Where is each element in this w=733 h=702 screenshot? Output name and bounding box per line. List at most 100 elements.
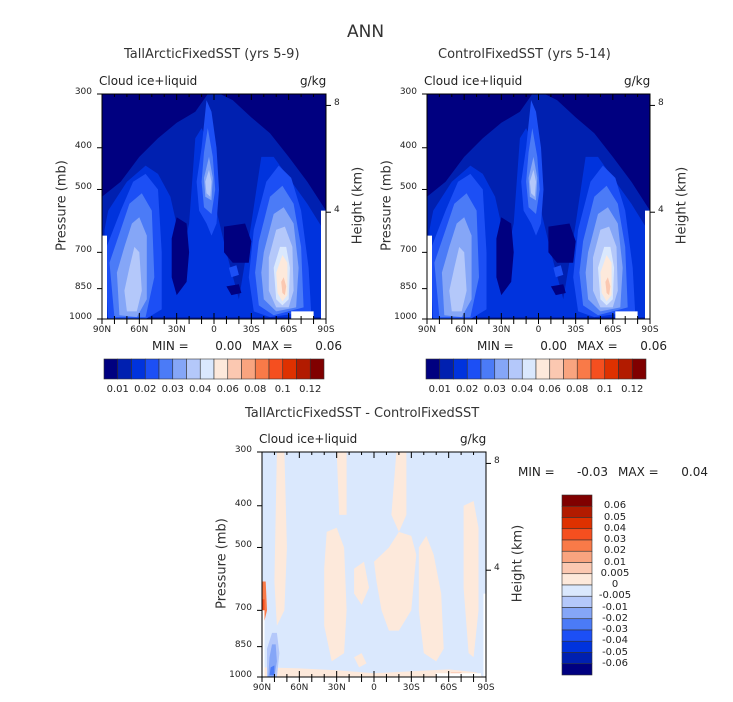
x-tick-label: 90N bbox=[417, 325, 437, 335]
colorbar-label: -0.04 bbox=[602, 635, 628, 647]
min-label: MIN = bbox=[477, 339, 514, 353]
x-tick-label: 30N bbox=[167, 325, 186, 335]
y-tick-label: 500 bbox=[74, 182, 92, 193]
y-tick-label: 700 bbox=[74, 245, 92, 256]
panel-2-variable-label: Cloud ice+liquid bbox=[424, 74, 523, 88]
x-tick-label: 30S bbox=[402, 683, 420, 693]
colorbar-label: 0.01 bbox=[428, 384, 451, 395]
colorbar-label: -0.05 bbox=[602, 646, 628, 658]
x-tick-label: 90S bbox=[317, 325, 335, 335]
panel-2-units-label: g/kg bbox=[624, 74, 651, 88]
contour-region bbox=[496, 217, 514, 296]
x-tick-label: 30S bbox=[242, 325, 260, 335]
missing-data-region bbox=[262, 610, 265, 677]
max-value: 0.06 bbox=[315, 339, 342, 353]
y-tick-label: 850 bbox=[399, 281, 417, 292]
max-value: 0.06 bbox=[640, 339, 667, 353]
y2-tick-label: 8 bbox=[658, 98, 664, 109]
colorbar-swatch bbox=[561, 640, 593, 653]
y-tick-label: 1000 bbox=[394, 312, 417, 322]
colorbar-swatch bbox=[561, 607, 593, 620]
y-tick-label: 400 bbox=[399, 140, 417, 151]
panel-2-title: ControlFixedSST (yrs 5-14) bbox=[438, 47, 611, 62]
y-tick-label: 700 bbox=[399, 245, 417, 256]
x-tick-label: 30N bbox=[492, 325, 511, 335]
y-tick-label: 850 bbox=[74, 281, 92, 292]
colorbar-swatch bbox=[561, 584, 593, 597]
colorbar-swatch bbox=[561, 562, 593, 575]
colorbar-label: 0.02 bbox=[134, 384, 157, 395]
contour-region bbox=[264, 667, 484, 677]
contour-region bbox=[529, 169, 536, 197]
colorbar-swatch bbox=[561, 505, 593, 518]
y-tick-label: 500 bbox=[399, 182, 417, 193]
contour-region bbox=[269, 665, 275, 676]
y-tick-label: 400 bbox=[74, 140, 92, 151]
panel-3-units-label: g/kg bbox=[460, 432, 487, 446]
colorbar-swatch bbox=[561, 573, 593, 586]
colorbar-label: 0.1 bbox=[596, 384, 613, 395]
contour-region bbox=[268, 644, 277, 677]
colorbar-swatch bbox=[561, 550, 593, 563]
x-tick-label: 60S bbox=[440, 683, 458, 693]
colorbar-swatch bbox=[561, 517, 593, 530]
contour-region bbox=[354, 561, 369, 605]
figure-title: ANN bbox=[347, 22, 385, 42]
colorbar-label: 0.03 bbox=[483, 384, 506, 395]
x-tick-label: 90S bbox=[641, 325, 659, 335]
colorbar-swatch bbox=[561, 663, 593, 676]
colorbar-swatch bbox=[561, 528, 593, 541]
colorbar-label: 0.12 bbox=[299, 384, 322, 395]
max-label: MAX = bbox=[252, 339, 293, 353]
y-tick-label: 850 bbox=[234, 639, 252, 650]
colorbar-label: 0.005 bbox=[600, 567, 630, 579]
missing-data-region bbox=[645, 210, 650, 319]
min-value: 0.00 bbox=[540, 339, 567, 353]
max-label: MAX = bbox=[577, 339, 618, 353]
contour-region bbox=[124, 246, 142, 312]
min-label: MIN = bbox=[152, 339, 189, 353]
contour-region bbox=[205, 169, 212, 197]
contour-region bbox=[281, 277, 287, 296]
colorbar-label: -0.06 bbox=[602, 657, 628, 669]
missing-data-region bbox=[321, 210, 326, 319]
x-tick-label: 90N bbox=[92, 325, 112, 335]
contour-region bbox=[324, 527, 347, 662]
colorbar-label: 0.06 bbox=[603, 500, 627, 512]
y2-tick-label: 8 bbox=[494, 456, 500, 467]
x-tick-label: 60S bbox=[604, 325, 622, 335]
missing-data-region bbox=[483, 593, 486, 677]
colorbar-label: 0.01 bbox=[603, 556, 627, 568]
colorbar-label: 0.02 bbox=[603, 545, 627, 557]
min-label: MIN = bbox=[518, 465, 555, 479]
contour-region bbox=[548, 223, 576, 263]
panel-3-title: TallArcticFixedSST - ControlFixedSST bbox=[245, 406, 480, 421]
x-tick-label: 0 bbox=[211, 325, 217, 335]
contour-region bbox=[374, 531, 417, 631]
missing-data-region bbox=[291, 311, 314, 319]
y-tick-label: 400 bbox=[234, 498, 252, 509]
y-tick-label: 700 bbox=[234, 603, 252, 614]
y-tick-label: 500 bbox=[234, 540, 252, 551]
colorbar-label: -0.02 bbox=[602, 612, 628, 624]
max-label: MAX = bbox=[618, 465, 659, 479]
colorbar-swatch bbox=[561, 595, 593, 608]
colorbar-swatch bbox=[561, 618, 593, 631]
contour-region bbox=[228, 265, 239, 278]
x-tick-label: 90N bbox=[252, 683, 272, 693]
missing-data-region bbox=[427, 235, 432, 319]
contour-region bbox=[391, 452, 407, 532]
colorbar-label: -0.01 bbox=[602, 601, 628, 613]
panel-3-variable-label: Cloud ice+liquid bbox=[259, 432, 358, 446]
y-tick-label: 1000 bbox=[229, 670, 252, 680]
colorbar-label: 0.06 bbox=[216, 384, 239, 395]
colorbar-swatch bbox=[561, 629, 593, 642]
contour-region bbox=[463, 501, 479, 658]
contour-region bbox=[354, 653, 367, 668]
colorbar-label: 0.12 bbox=[621, 384, 644, 395]
